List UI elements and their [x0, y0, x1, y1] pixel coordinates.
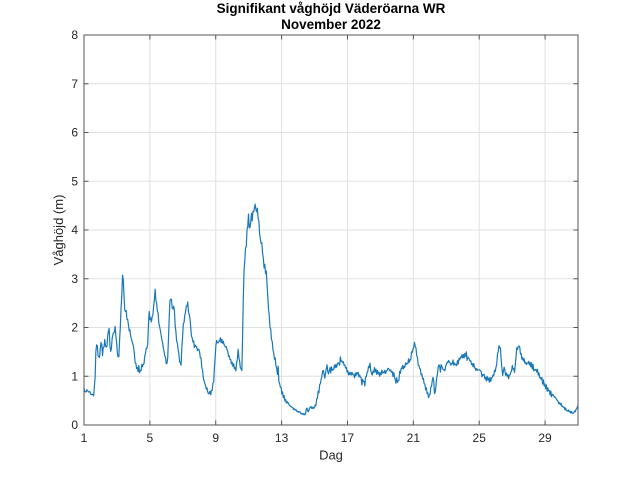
svg-text:1: 1 — [81, 431, 88, 445]
svg-text:Våghöjd (m): Våghöjd (m) — [51, 195, 66, 266]
svg-text:0: 0 — [71, 418, 78, 432]
svg-text:4: 4 — [71, 223, 78, 237]
svg-text:25: 25 — [473, 431, 487, 445]
svg-text:1: 1 — [71, 369, 78, 383]
svg-text:November 2022: November 2022 — [281, 17, 381, 32]
svg-text:Signifikant våghöjd Väderöarna: Signifikant våghöjd Väderöarna WR — [217, 1, 446, 16]
svg-text:6: 6 — [71, 126, 78, 140]
svg-text:29: 29 — [538, 431, 552, 445]
svg-text:17: 17 — [341, 431, 355, 445]
svg-text:Dag: Dag — [319, 448, 343, 463]
svg-text:7: 7 — [71, 77, 78, 91]
svg-text:9: 9 — [212, 431, 219, 445]
svg-text:21: 21 — [407, 431, 421, 445]
svg-text:13: 13 — [275, 431, 289, 445]
svg-text:5: 5 — [71, 174, 78, 188]
svg-text:8: 8 — [71, 28, 78, 42]
svg-text:2: 2 — [71, 321, 78, 335]
svg-text:5: 5 — [147, 431, 154, 445]
svg-text:3: 3 — [71, 272, 78, 286]
